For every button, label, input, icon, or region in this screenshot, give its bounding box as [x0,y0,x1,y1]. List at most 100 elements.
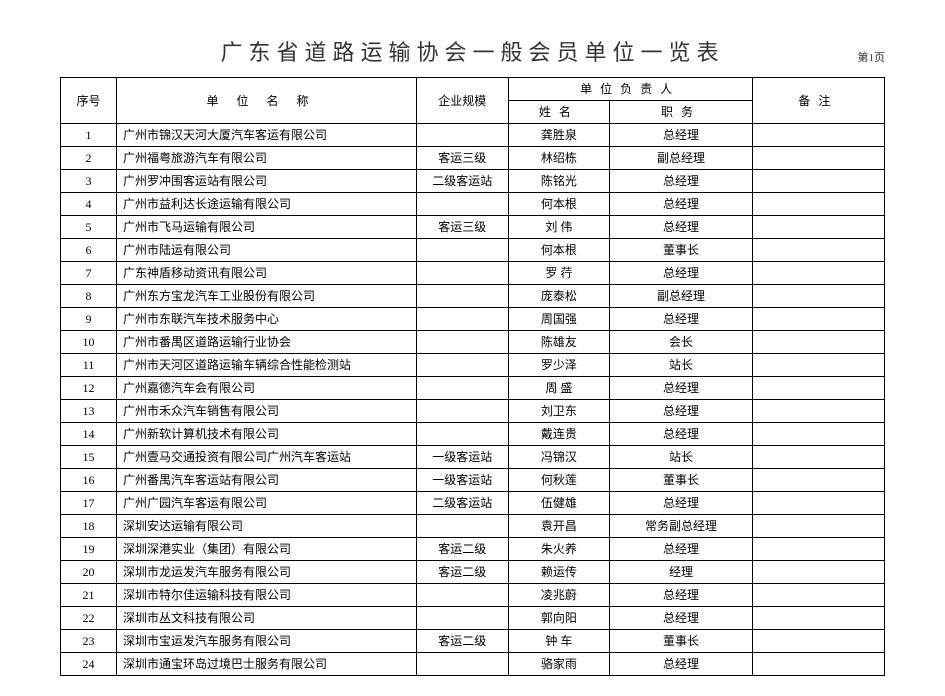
cell-name: 何秋莲 [508,469,610,492]
cell-seq: 24 [61,653,117,676]
member-table: 序号 单位名称 企业规模 单位负责人 备注 姓名 职务 1广州市锦汉天河大厦汽车… [60,77,885,676]
cell-position: 总经理 [610,193,752,216]
table-row: 5广州市飞马运输有限公司客运三级刘 伟总经理 [61,216,885,239]
cell-position: 站长 [610,354,752,377]
table-row: 4广州市益利达长途运输有限公司何本根总经理 [61,193,885,216]
cell-position: 总经理 [610,124,752,147]
cell-name: 刘 伟 [508,216,610,239]
cell-name: 何本根 [508,193,610,216]
table-row: 17广州广园汽车客运有限公司二级客运站伍健雄总经理 [61,492,885,515]
table-row: 3广州罗冲围客运站有限公司二级客运站陈铭光总经理 [61,170,885,193]
cell-note [752,239,884,262]
cell-name: 戴连贵 [508,423,610,446]
cell-name: 罗少泽 [508,354,610,377]
cell-name: 冯锦汉 [508,446,610,469]
cell-unit: 广州市番禺区道路运输行业协会 [116,331,416,354]
cell-name: 赖运传 [508,561,610,584]
cell-position: 总经理 [610,492,752,515]
cell-note [752,538,884,561]
table-row: 23深圳市宝运发汽车服务有限公司客运二级钟 车董事长 [61,630,885,653]
cell-scale: 客运二级 [417,561,509,584]
table-header: 序号 单位名称 企业规模 单位负责人 备注 姓名 职务 [61,78,885,124]
cell-unit: 广州东方宝龙汽车工业股份有限公司 [116,285,416,308]
header-seq: 序号 [61,78,117,124]
table-row: 16广州番禺汽车客运站有限公司一级客运站何秋莲董事长 [61,469,885,492]
cell-position: 常务副总经理 [610,515,752,538]
cell-position: 董事长 [610,469,752,492]
cell-note [752,124,884,147]
header-unit: 单位名称 [116,78,416,124]
cell-position: 总经理 [610,584,752,607]
cell-scale [417,515,509,538]
cell-scale [417,423,509,446]
cell-position: 站长 [610,446,752,469]
cell-unit: 广州市飞马运输有限公司 [116,216,416,239]
cell-scale: 客运二级 [417,538,509,561]
cell-seq: 6 [61,239,117,262]
table-row: 10广州市番禺区道路运输行业协会陈雄友会长 [61,331,885,354]
cell-unit: 广州广园汽车客运有限公司 [116,492,416,515]
cell-seq: 23 [61,630,117,653]
cell-name: 凌兆蔚 [508,584,610,607]
cell-scale [417,239,509,262]
cell-unit: 广东神盾移动资讯有限公司 [116,262,416,285]
cell-scale: 客运三级 [417,147,509,170]
cell-name: 罗 荇 [508,262,610,285]
cell-seq: 10 [61,331,117,354]
cell-seq: 5 [61,216,117,239]
cell-unit: 广州市益利达长途运输有限公司 [116,193,416,216]
cell-note [752,262,884,285]
cell-seq: 11 [61,354,117,377]
cell-seq: 16 [61,469,117,492]
cell-position: 总经理 [610,170,752,193]
cell-seq: 14 [61,423,117,446]
cell-position: 总经理 [610,262,752,285]
table-row: 8广州东方宝龙汽车工业股份有限公司庞泰松副总经理 [61,285,885,308]
cell-scale [417,653,509,676]
cell-scale [417,607,509,630]
cell-position: 总经理 [610,538,752,561]
cell-scale: 客运三级 [417,216,509,239]
cell-unit: 深圳市丛文科技有限公司 [116,607,416,630]
table-row: 6广州市陆运有限公司何本根董事长 [61,239,885,262]
table-row: 24深圳市通宝环岛过境巴士服务有限公司骆家雨总经理 [61,653,885,676]
cell-position: 董事长 [610,630,752,653]
cell-scale [417,354,509,377]
cell-scale [417,400,509,423]
cell-seq: 2 [61,147,117,170]
header-position: 职务 [610,101,752,124]
table-row: 18深圳安达运输有限公司袁开昌常务副总经理 [61,515,885,538]
cell-position: 总经理 [610,400,752,423]
table-row: 11广州市天河区道路运输车辆综合性能检测站 罗少泽站长 [61,354,885,377]
cell-name: 庞泰松 [508,285,610,308]
cell-scale: 一级客运站 [417,446,509,469]
cell-unit: 深圳市宝运发汽车服务有限公司 [116,630,416,653]
table-row: 20深圳市龙运发汽车服务有限公司客运二级赖运传经理 [61,561,885,584]
cell-unit: 广州市天河区道路运输车辆综合性能检测站 [116,354,416,377]
cell-position: 会长 [610,331,752,354]
cell-unit: 广州市陆运有限公司 [116,239,416,262]
cell-unit: 广州新软计算机技术有限公司 [116,423,416,446]
cell-note [752,331,884,354]
cell-unit: 深圳市龙运发汽车服务有限公司 [116,561,416,584]
cell-note [752,377,884,400]
cell-note [752,492,884,515]
cell-seq: 1 [61,124,117,147]
cell-seq: 22 [61,607,117,630]
cell-unit: 深圳市特尔佳运输科技有限公司 [116,584,416,607]
cell-seq: 20 [61,561,117,584]
cell-note [752,515,884,538]
cell-position: 总经理 [610,423,752,446]
cell-note [752,653,884,676]
title-row: 广东省道路运输协会一般会员单位一览表 第1页 [60,35,885,67]
cell-position: 经理 [610,561,752,584]
cell-position: 总经理 [610,607,752,630]
cell-unit: 广州市东联汽车技术服务中心 [116,308,416,331]
cell-note [752,147,884,170]
cell-unit: 广州市锦汉天河大厦汽车客运有限公司 [116,124,416,147]
cell-position: 董事长 [610,239,752,262]
cell-name: 周国强 [508,308,610,331]
header-person-group: 单位负责人 [508,78,752,101]
cell-unit: 广州番禺汽车客运站有限公司 [116,469,416,492]
cell-seq: 21 [61,584,117,607]
